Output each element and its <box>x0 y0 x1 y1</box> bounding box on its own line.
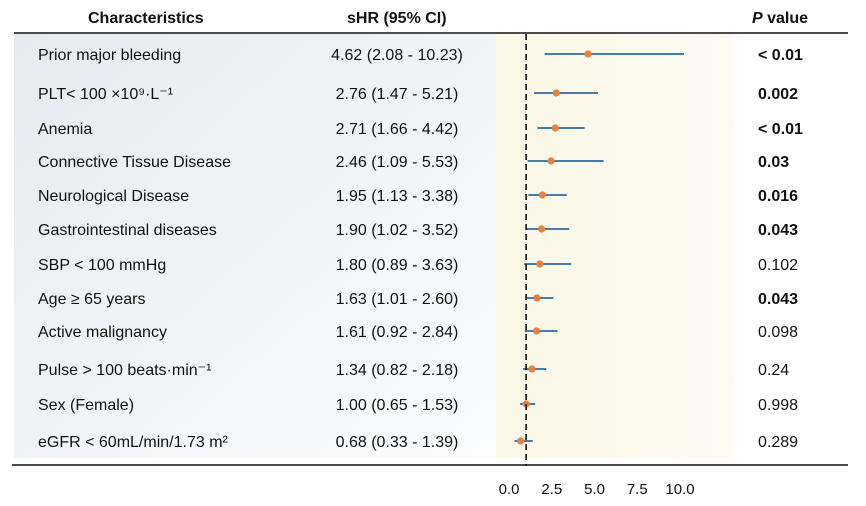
point-estimate <box>584 50 592 58</box>
row-label: Active malignancy <box>38 324 167 341</box>
x-tick-label: 2.5 <box>541 481 562 498</box>
row-hr-ci: 0.68 (0.33 - 1.39) <box>336 434 459 451</box>
row-hr-ci: 1.34 (0.82 - 2.18) <box>336 362 459 379</box>
x-tick-label: 5.0 <box>584 481 605 498</box>
row-p-value: 0.24 <box>758 362 789 379</box>
row-label: Sex (Female) <box>38 397 134 414</box>
row-label: PLT< 100 ×10⁹·L⁻¹ <box>38 86 173 103</box>
row-hr-ci: 4.62 (2.08 - 10.23) <box>331 47 463 64</box>
row-p-value: < 0.01 <box>758 47 803 64</box>
point-estimate <box>551 124 559 132</box>
row-p-value: 0.998 <box>758 397 798 414</box>
point-estimate <box>533 294 541 302</box>
row-label: Age ≥ 65 years <box>38 291 146 308</box>
row-p-value: 0.03 <box>758 154 789 171</box>
row-label: Connective Tissue Disease <box>38 154 231 171</box>
row-hr-ci: 2.76 (1.47 - 5.21) <box>336 86 459 103</box>
row-label: Neurological Disease <box>38 188 189 205</box>
row-p-value: 0.002 <box>758 86 798 103</box>
x-tick-label: 10.0 <box>665 481 694 498</box>
row-p-value: 0.098 <box>758 324 798 341</box>
header-shr: sHR (95% CI) <box>347 10 447 27</box>
row-hr-ci: 1.00 (0.65 - 1.53) <box>336 397 459 414</box>
point-estimate <box>536 260 544 268</box>
row-p-value: 0.289 <box>758 434 798 451</box>
header-p-rest: value <box>763 10 808 27</box>
row-label: Pulse > 100 beats·min⁻¹ <box>38 362 211 379</box>
row-p-value: 0.102 <box>758 257 798 274</box>
row-hr-ci: 1.63 (1.01 - 2.60) <box>336 291 459 308</box>
row-label: eGFR < 60mL/min/1.73 m² <box>38 434 229 451</box>
row-hr-ci: 1.61 (0.92 - 2.84) <box>336 324 459 341</box>
header-characteristics: Characteristics <box>88 10 204 27</box>
point-estimate <box>517 437 525 445</box>
row-p-value: < 0.01 <box>758 121 803 138</box>
row-label: SBP < 100 mmHg <box>38 257 166 274</box>
point-estimate <box>537 225 546 233</box>
row-label: Gastrointestinal diseases <box>38 222 217 239</box>
row-hr-ci: 2.71 (1.66 - 4.42) <box>336 121 459 138</box>
header-p-italic: P <box>752 10 763 27</box>
rows-group: Prior major bleeding 4.62 (2.08 - 10.23) <… <box>38 34 803 466</box>
plot-area-band <box>496 34 734 458</box>
row-label: Prior major bleeding <box>38 47 181 64</box>
point-estimate <box>552 89 560 97</box>
point-estimate <box>547 157 555 165</box>
label-column-band <box>14 34 496 458</box>
point-estimate <box>528 365 536 373</box>
row-p-value: 0.016 <box>758 188 798 205</box>
x-axis: 0.0 2.5 5.0 7.5 10.0 <box>499 481 695 498</box>
row-hr-ci: 1.95 (1.13 - 3.38) <box>336 188 459 205</box>
header-p-value: P value <box>752 10 808 27</box>
row-p-value: 0.043 <box>758 222 798 239</box>
point-estimate <box>532 327 541 335</box>
row-hr-ci: 1.80 (0.89 - 3.63) <box>336 257 459 274</box>
row-label: Anemia <box>38 121 92 138</box>
row-p-value: 0.043 <box>758 291 798 308</box>
point-estimate <box>538 191 546 199</box>
row-hr-ci: 1.90 (1.02 - 3.52) <box>336 222 459 239</box>
x-tick-label: 7.5 <box>627 481 648 498</box>
row-hr-ci: 2.46 (1.09 - 5.53) <box>336 154 459 171</box>
x-tick-label: 0.0 <box>499 481 520 498</box>
